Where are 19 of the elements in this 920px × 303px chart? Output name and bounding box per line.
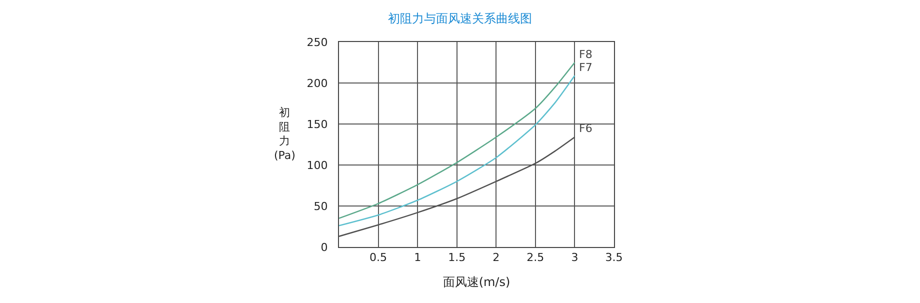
y-tick-label: 250 (306, 36, 328, 49)
y-tick-label: 200 (306, 76, 328, 90)
series-label: F8 (579, 48, 592, 61)
series-label: F7 (579, 61, 592, 74)
y-tick-label: 100 (306, 158, 328, 172)
series-label: F6 (579, 122, 592, 135)
x-tick-label: 2.5 (526, 251, 544, 264)
x-tick-label: 1 (414, 251, 422, 264)
y-tick-label: 150 (306, 118, 328, 131)
x-tick-label: 3.5 (605, 251, 623, 264)
y-tick-label: 0 (320, 240, 328, 254)
y-axis-title: 初阻力(Pa) (274, 106, 296, 162)
x-axis-title: 面风速(m/s) (442, 275, 510, 290)
x-tick-label: 0.5 (370, 251, 388, 264)
y-tick-label: 50 (314, 200, 328, 213)
x-tick-label: 2 (492, 251, 500, 264)
x-tick-label: 3 (571, 251, 578, 264)
chart-title: 初阻力与面风速关系曲线图 (388, 11, 532, 26)
x-tick-label: 1.5 (448, 251, 466, 264)
